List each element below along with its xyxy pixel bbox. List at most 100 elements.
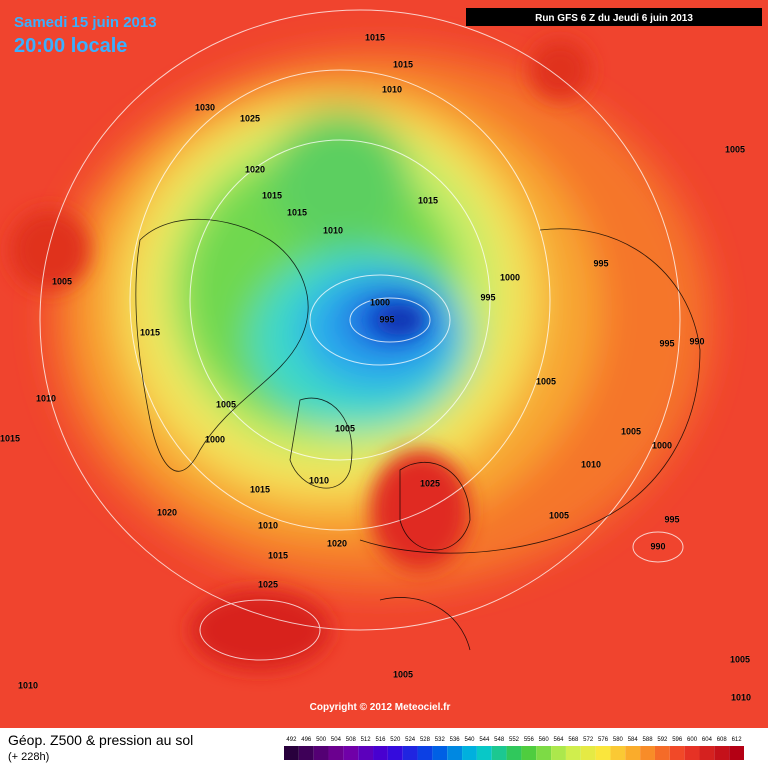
- colorbar-swatch: [284, 746, 299, 760]
- colorbar-swatch: [506, 746, 522, 760]
- isobar-lines: [39, 9, 684, 661]
- colorbar-label: 572: [583, 737, 594, 743]
- colorbar-swatch: [313, 746, 329, 760]
- colorbar-swatch: [387, 746, 403, 760]
- isobar-label: 1015: [393, 59, 413, 69]
- colorbar-swatch: [565, 746, 581, 760]
- colorbar-swatch: [343, 746, 359, 760]
- colorbar-swatch: [625, 746, 641, 760]
- colorbar-label: 580: [613, 737, 624, 743]
- colorbar-swatch: [328, 746, 344, 760]
- isobar-label: 1015: [0, 433, 20, 443]
- colorbar-swatch: [580, 746, 596, 760]
- isobar-label: 1005: [621, 426, 641, 436]
- isobar-label: 1010: [323, 225, 343, 235]
- colorbar-label: 504: [331, 737, 342, 743]
- isobar-label: 1005: [216, 399, 236, 409]
- colorbar-label: 548: [494, 737, 505, 743]
- copyright: Copyright © 2012 Meteociel.fr: [310, 702, 451, 713]
- colorbar-label: 564: [554, 737, 565, 743]
- isobar-label: 1000: [652, 440, 672, 450]
- colorbar-label: 508: [346, 737, 357, 743]
- footer-subtitle: (+ 228h): [8, 751, 49, 763]
- colorbar-swatch: [298, 746, 314, 760]
- isobar-label: 1010: [382, 84, 402, 94]
- isobar-label: 1025: [258, 579, 278, 589]
- colorbar-label: 596: [672, 737, 683, 743]
- colorbar-label: 500: [316, 737, 327, 743]
- colorbar-swatch: [536, 746, 552, 760]
- colorbar-swatch: [714, 746, 730, 760]
- colorbar-label: 492: [286, 737, 297, 743]
- colorbar-label: 528: [420, 737, 431, 743]
- colorbar-swatch: [640, 746, 655, 760]
- colorbar-label: 516: [375, 737, 386, 743]
- colorbar-label: 544: [479, 737, 490, 743]
- colorbar-label: 576: [598, 737, 609, 743]
- colorbar-swatch: [684, 746, 700, 760]
- isobar-label: 1010: [18, 680, 38, 690]
- colorbar-swatch: [358, 746, 374, 760]
- colorbar-swatch: [462, 746, 477, 760]
- isobar-label: 1020: [157, 507, 177, 517]
- run-info: Run GFS 6 Z du Jeudi 6 juin 2013: [535, 13, 693, 24]
- colorbar-swatch: [551, 746, 566, 760]
- colorbar-label: 584: [628, 737, 639, 743]
- isobar-label: 1025: [420, 478, 440, 488]
- isobar-label: 995: [480, 292, 495, 302]
- isobar-label: 1005: [725, 144, 745, 154]
- colorbar-swatch: [402, 746, 418, 760]
- isobar-label: 1000: [205, 434, 225, 444]
- isobar-label: 1015: [287, 207, 307, 217]
- isobar-label: 1010: [258, 520, 278, 530]
- colorbar-label: 560: [539, 737, 550, 743]
- colorbar-label: 604: [702, 737, 713, 743]
- colorbar-label: 524: [405, 737, 416, 743]
- colorbar-swatch: [491, 746, 507, 760]
- isobar-label: 1025: [240, 113, 260, 123]
- colorbar-swatch: [521, 746, 537, 760]
- colorbar-swatch: [654, 746, 670, 760]
- isobar-label: 1015: [250, 484, 270, 494]
- isobar-label: 1005: [536, 376, 556, 386]
- forecast-time: 20:00 locale: [14, 35, 127, 57]
- colorbar-label: 536: [450, 737, 461, 743]
- colorbar-label: 532: [435, 737, 446, 743]
- isobar-label: 1005: [393, 669, 413, 679]
- isobar-label: 1005: [52, 276, 72, 286]
- isobar-label: 1005: [549, 510, 569, 520]
- isobar-label: 1030: [195, 102, 215, 112]
- colorbar-swatch: [447, 746, 463, 760]
- colorbar-label: 496: [301, 737, 312, 743]
- colorbar: 492 496 500 504 508 512 516 520 524 528 532 536 540 5…: [284, 737, 744, 760]
- colorbar-swatch: [699, 746, 715, 760]
- isobar-label: 995: [379, 314, 394, 324]
- colorbar-label: 592: [657, 737, 668, 743]
- colorbar-swatch: [595, 746, 611, 760]
- isobar-label: 995: [659, 338, 674, 348]
- isobar-label: 1015: [262, 190, 282, 200]
- isobar-label: 1010: [36, 393, 56, 403]
- colorbar-swatch: [373, 746, 388, 760]
- colorbar-label: 588: [643, 737, 654, 743]
- isobar-label: 1005: [335, 423, 355, 433]
- isobar-label: 995: [664, 514, 679, 524]
- colorbar-swatch: [610, 746, 626, 760]
- colorbar-swatch: [729, 746, 744, 760]
- colorbar-label: 552: [509, 737, 520, 743]
- isobar-label: 1010: [309, 475, 329, 485]
- isobar-label: 990: [650, 541, 665, 551]
- isobar-labels: 1015 1015 1010 1030 1025 1020 1015 1015 1010 1015…: [0, 32, 751, 703]
- colorbar-label: 612: [732, 737, 743, 743]
- colorbar-swatch: [669, 746, 685, 760]
- colorbar-label: 556: [524, 737, 535, 743]
- isobar-label: 1015: [140, 327, 160, 337]
- isobar-label: 1015: [418, 195, 438, 205]
- colorbar-swatch: [417, 746, 433, 760]
- isobar-label: 1010: [731, 692, 751, 702]
- colorbar-label: 512: [361, 737, 372, 743]
- isobar-label: 1020: [327, 538, 347, 548]
- isobar-label: 1015: [365, 32, 385, 42]
